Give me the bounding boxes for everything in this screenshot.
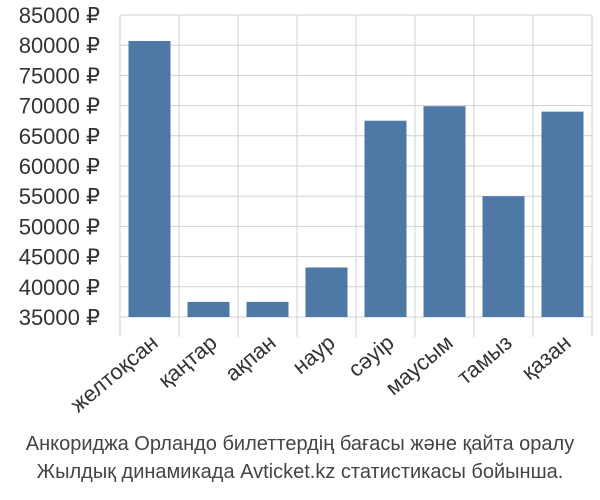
bar-3 — [305, 267, 348, 317]
x-tick-label: қаңтар — [153, 330, 221, 393]
grid-lines — [119, 14, 593, 337]
x-tick-label: желтоқсан — [65, 330, 162, 417]
caption-line-2: Жылдық динамикада Avticket.kz статистика… — [36, 461, 564, 483]
x-tick-label: қазан — [517, 330, 576, 385]
bar-chart: 35000 ₽ 40000 ₽ 45000 ₽ 50000 ₽ 55000 ₽ 60000… — [19, 3, 593, 417]
bars — [128, 40, 584, 318]
caption-line-1: Анкориджа Орландо билеттердің бағасы жән… — [25, 433, 575, 455]
bar-0 — [128, 40, 171, 318]
y-axis-tick-labels: 35000 ₽ 40000 ₽ 45000 ₽ 50000 ₽ 55000 ₽ 60000… — [19, 3, 100, 330]
y-tick-label: 45000 ₽ — [19, 245, 100, 270]
x-tick-label: маусым — [381, 330, 458, 400]
bar-6 — [482, 196, 525, 317]
bar-5 — [423, 106, 466, 317]
y-tick-label: 85000 ₽ — [19, 3, 100, 28]
y-tick-label: 50000 ₽ — [19, 214, 100, 239]
bar-2 — [246, 301, 289, 317]
y-tick-label: 80000 ₽ — [19, 33, 100, 58]
y-tick-label: 40000 ₽ — [19, 275, 100, 300]
x-tick-label: ақпан — [220, 330, 281, 387]
y-tick-label: 70000 ₽ — [19, 94, 100, 119]
bar-7 — [541, 111, 584, 317]
y-tick-label: 65000 ₽ — [19, 124, 100, 149]
y-tick-label: 55000 ₽ — [19, 184, 100, 209]
x-tick-label: наур — [288, 330, 340, 379]
bar-1 — [187, 301, 230, 317]
bar-4 — [364, 120, 407, 317]
y-tick-label: 35000 ₽ — [19, 305, 100, 330]
y-tick-label: 60000 ₽ — [19, 154, 100, 179]
y-tick-label: 75000 ₽ — [19, 63, 100, 88]
x-tick-label: тамыз — [452, 330, 516, 390]
